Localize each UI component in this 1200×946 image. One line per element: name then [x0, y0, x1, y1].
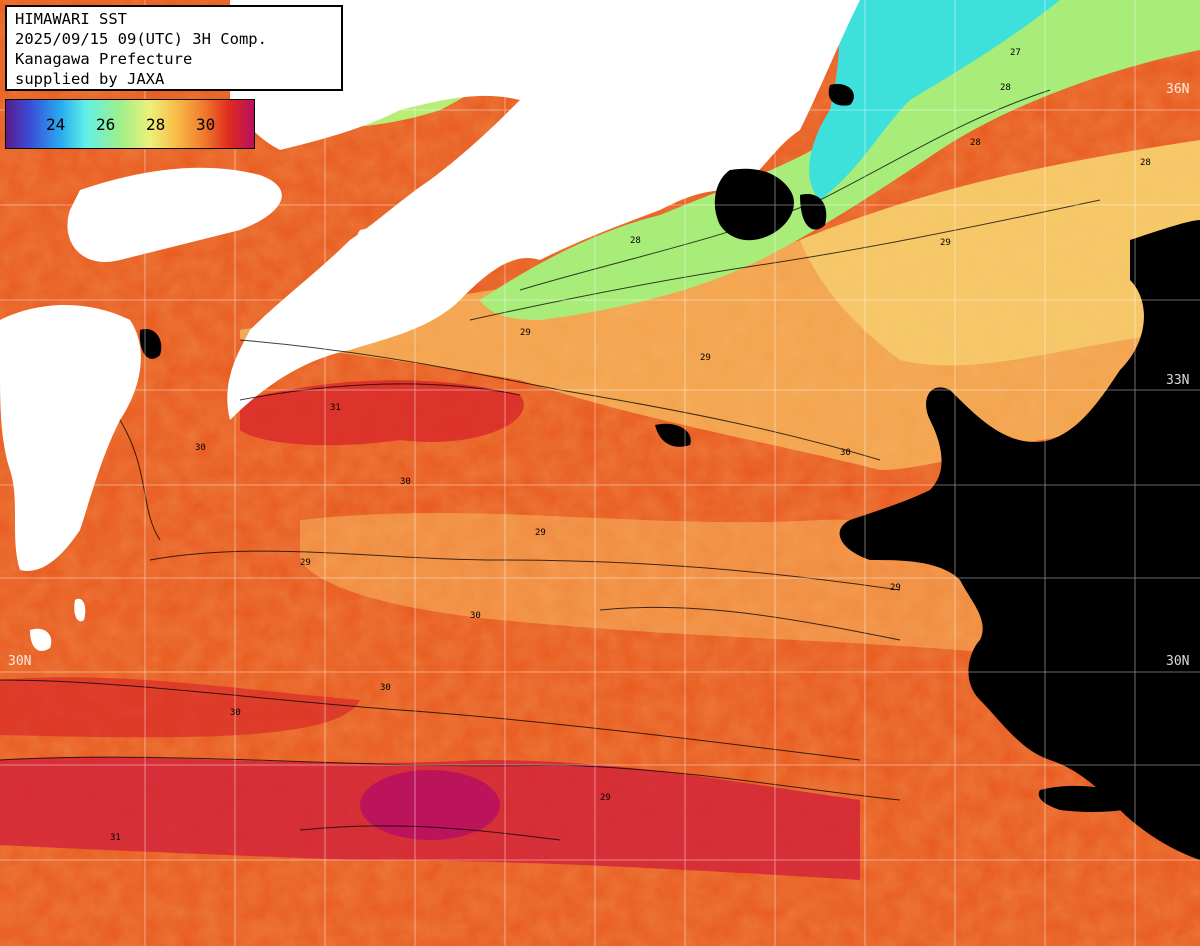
contour-label: 28 — [1000, 83, 1011, 93]
sea-hot-center — [240, 380, 524, 446]
contour-label: 31 — [330, 403, 341, 413]
cloud-coast-patch — [714, 168, 794, 241]
contour-label: 27 — [1010, 48, 1021, 58]
info-title: HIMAWARI SST — [15, 10, 127, 28]
land-honshu — [227, 0, 860, 420]
lat-label-33n: 33N — [1166, 373, 1190, 388]
info-datetime: 2025/09/15 09(UTC) 3H Comp. — [15, 30, 267, 48]
contour-label: 30 — [840, 448, 851, 458]
contour-label: 29 — [600, 793, 611, 803]
lat-label-30n-east: 30N — [1166, 654, 1190, 669]
land-izu-peninsula — [560, 0, 640, 10]
contour-label: 29 — [700, 353, 711, 363]
contour-label: 31 — [110, 833, 121, 843]
info-credit: supplied by JAXA — [15, 70, 165, 88]
land-shikoku — [67, 167, 282, 262]
land-tanegashima — [30, 628, 52, 651]
legend-tick-24: 24 — [46, 115, 66, 134]
legend-tick-30: 30 — [196, 115, 216, 134]
cloud-small-patch — [655, 423, 691, 447]
contour-labels: 29 28 30 29 28 27 29 30 29 28 30 31 29 3… — [110, 48, 1151, 843]
contour-label: 30 — [400, 477, 411, 487]
sea-coastal-cold — [809, 0, 1060, 200]
legend-tick-26: 26 — [96, 115, 116, 134]
contour-label: 29 — [535, 528, 546, 538]
sea-hottest-spot — [360, 770, 500, 840]
lat-label-30n-west: 30N — [8, 654, 32, 669]
cloud-east-band — [980, 645, 1200, 705]
cloud-north-patch — [828, 84, 854, 106]
land-noto-tip — [470, 156, 492, 187]
temperature-legend: 24 26 28 30 — [5, 99, 255, 149]
cloud-coast-patch-2 — [800, 194, 827, 230]
cloud-south-streak — [1038, 785, 1160, 812]
contour-label: 28 — [1140, 158, 1151, 168]
lat-label-36n: 36N — [1166, 82, 1190, 97]
contour-label: 29 — [300, 558, 311, 568]
contour-lines — [0, 89, 1101, 841]
info-region: Kanagawa Prefecture — [15, 50, 193, 68]
land-kyushu — [0, 305, 141, 571]
contour-label: 28 — [970, 138, 981, 148]
contour-label: 29 — [940, 238, 951, 248]
contour-label: 30 — [470, 611, 481, 621]
land-small-island — [74, 598, 86, 622]
map-info-box: HIMAWARI SST 2025/09/15 09(UTC) 3H Comp.… — [5, 5, 343, 91]
sea-hot-southwest — [0, 677, 360, 738]
contour-label: 29 — [520, 328, 531, 338]
contour-label: 30 — [230, 708, 241, 718]
contour-label: 30 — [195, 443, 206, 453]
contour-label: 30 — [380, 683, 391, 693]
contour-label: 28 — [630, 236, 641, 246]
legend-tick-28: 28 — [146, 115, 166, 134]
land-kii — [355, 227, 422, 275]
contour-label: 29 — [890, 583, 901, 593]
